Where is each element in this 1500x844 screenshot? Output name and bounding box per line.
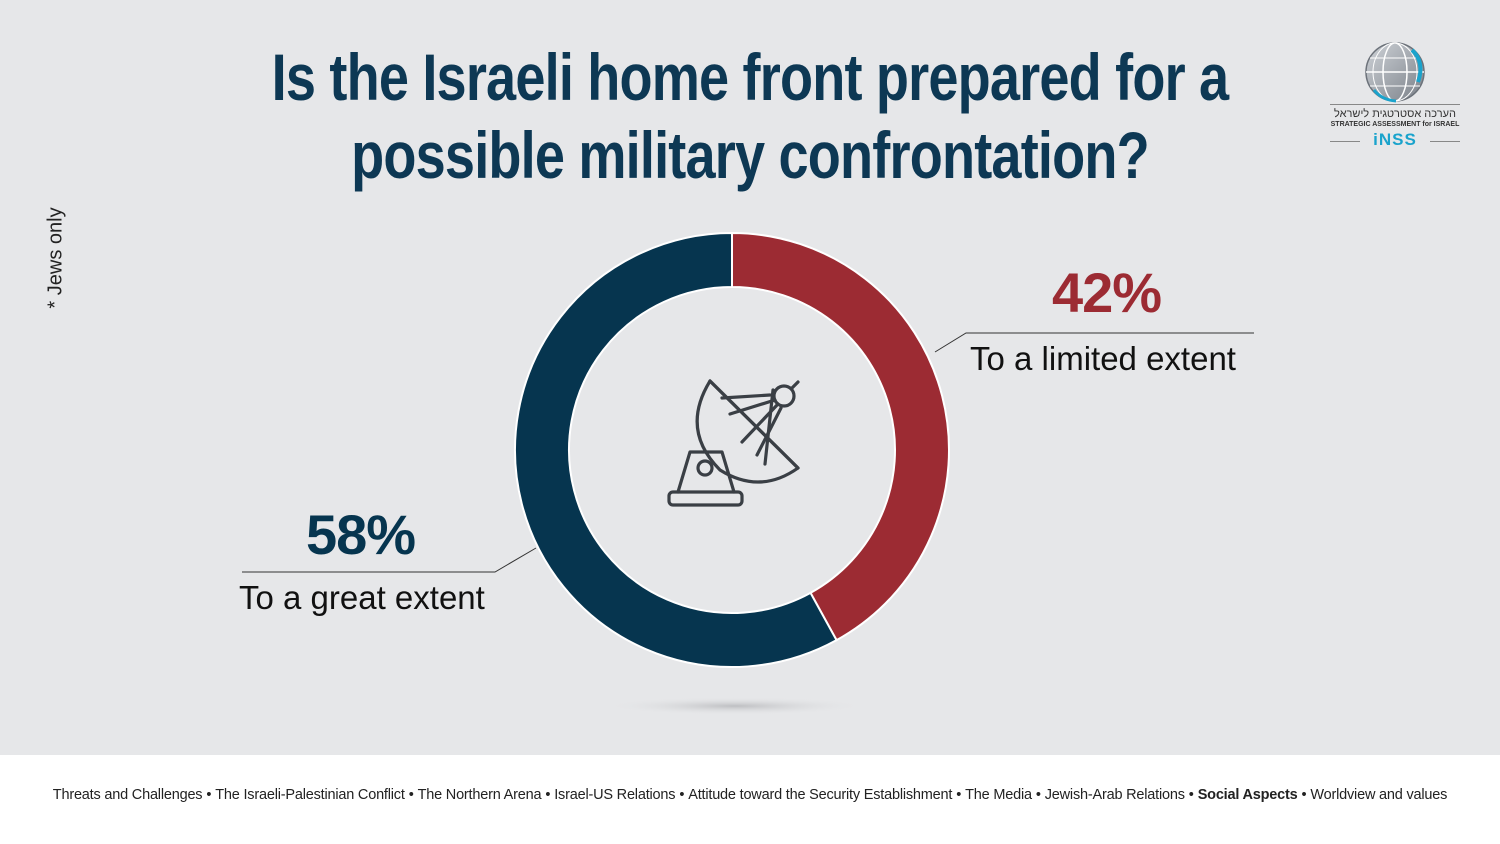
footer-separator: • [679,787,685,803]
footer-separator: • [1301,787,1307,803]
logo-rule-right [1430,141,1460,142]
footer-topic-link[interactable]: The Media [965,787,1032,803]
footer-topic-list: Threats and Challenges • The Israeli-Pales… [0,787,1500,803]
footer-nav: Threats and Challenges • The Israeli-Pales… [0,755,1500,844]
logo-acronym: iNSS [1373,130,1417,149]
footer-topic-link[interactable]: Worldview and values [1310,787,1448,803]
title-line-1: Is the Israeli home front prepared for a [271,40,1229,114]
donut-shadow [605,697,865,715]
leader-line-great [242,547,537,573]
title-line-2: possible military confrontation? [351,118,1149,192]
footer-separator: • [545,787,551,803]
footer-separator: • [206,787,212,803]
footer-separator: • [1035,787,1041,803]
logo-rule-left [1330,141,1360,142]
donut-chart: 42% To a limited extent 58% To a great e… [239,231,1254,715]
logo-english-text: STRATEGIC ASSESSMENT for ISRAEL [1330,121,1460,128]
footer-separator: • [408,787,414,803]
inss-logo: הערכה אסטרטגית לישראל STRATEGIC ASSESSME… [1330,40,1460,152]
footer-topic-link[interactable]: The Northern Arena [417,787,542,803]
donut-slice-limited [731,231,951,642]
chart-title: Is the Israeli home front prepared for a… [258,38,1242,194]
logo-hebrew-text: הערכה אסטרטגית לישראל [1334,108,1456,120]
slice-value-limited: 42% [1052,261,1162,324]
slice-value-great: 58% [306,503,416,566]
logo-rule-top [1330,104,1460,105]
donut-slice-great [514,231,838,668]
footer-topic-link[interactable]: Jewish-Arab Relations [1044,787,1185,803]
footer-topic-link[interactable]: The Israeli-Palestinian Conflict [215,787,405,803]
satellite-dish-icon [667,379,800,507]
globe-icon [1365,42,1425,103]
footer-separator: • [1188,787,1194,803]
leader-line-limited [934,332,1254,353]
footer-topic-link[interactable]: Israel-US Relations [554,787,676,803]
footer-topic-link[interactable]: Social Aspects [1197,787,1298,803]
slice-label-limited: To a limited extent [970,340,1236,377]
footer-topic-link[interactable]: Attitude toward the Security Establishme… [688,787,953,803]
slice-label-great: To a great extent [239,579,485,616]
footer-topic-link[interactable]: Threats and Challenges [52,787,203,803]
footer-separator: • [956,787,962,803]
